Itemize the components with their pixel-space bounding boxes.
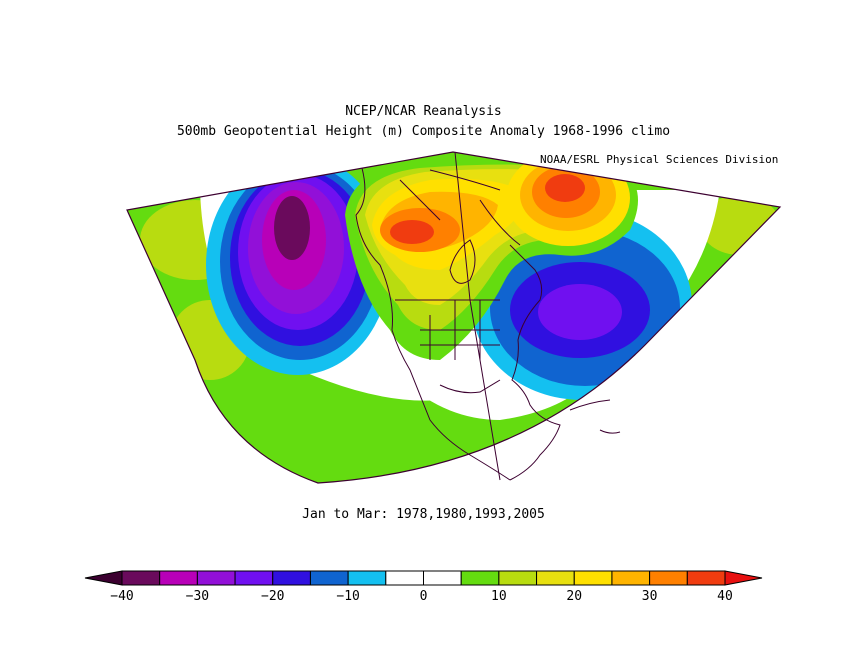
colorbar-bin [196,570,236,586]
colorbar-tick-label: 20 [566,589,582,604]
colorbar-bin [272,570,311,586]
colorbar-bin [309,570,349,586]
colorbar-bin [121,570,161,586]
canada-islands [399,169,521,246]
colorbar-bin [423,570,462,586]
map-frame [126,151,782,484]
colorbar-tick-label: 30 [642,589,658,604]
hudson-bay [449,239,476,284]
coastlines [355,151,621,481]
colorbar-over-arrow [724,570,763,586]
colorbar-bin [649,570,688,586]
colorbar-tick-label: −20 [261,589,284,604]
colorbar-tick-label: 0 [420,589,428,604]
chart-subtitle: 500mb Geopotential Height (m) Composite … [176,124,671,139]
colorbar-under-arrow [84,570,123,586]
colorbar-tick-label: 10 [491,589,507,604]
trough-west [274,196,310,260]
colorbar-tick-label: 40 [717,589,733,604]
chart-title: NCEP/NCAR Reanalysis [345,104,502,119]
colorbar-tick-label: −10 [336,589,359,604]
colorbar-bin [347,570,387,586]
colorbar-bin [385,570,424,586]
state-borders [420,300,500,360]
trough-east [538,284,622,340]
colorbar-bin [460,570,500,586]
credit-text: NOAA/ESRL Physical Sciences Division [540,153,779,166]
coastline-west [355,167,511,481]
border-us-mexico [439,379,501,394]
ridge-greenland [545,174,585,202]
colorbar-bin [159,570,198,586]
colorbar-tick-label: −30 [186,589,209,604]
colorbar-bin [611,570,651,586]
colorbar-bin [573,570,613,586]
colorbar-bin [234,570,274,586]
colorbar-bin [536,570,575,586]
caribbean-islands [569,399,621,434]
period-label: Jan to Mar: 1978,1980,1993,2005 [302,507,545,522]
colorbar-bin [498,570,538,586]
colorbar: −40 −30 −20 −10 0 10 20 30 40 [84,570,763,604]
colorbar-bin [686,570,726,586]
ridge-north [390,220,434,244]
coastline-east [509,244,561,481]
colorbar-tick-label: −40 [110,589,133,604]
